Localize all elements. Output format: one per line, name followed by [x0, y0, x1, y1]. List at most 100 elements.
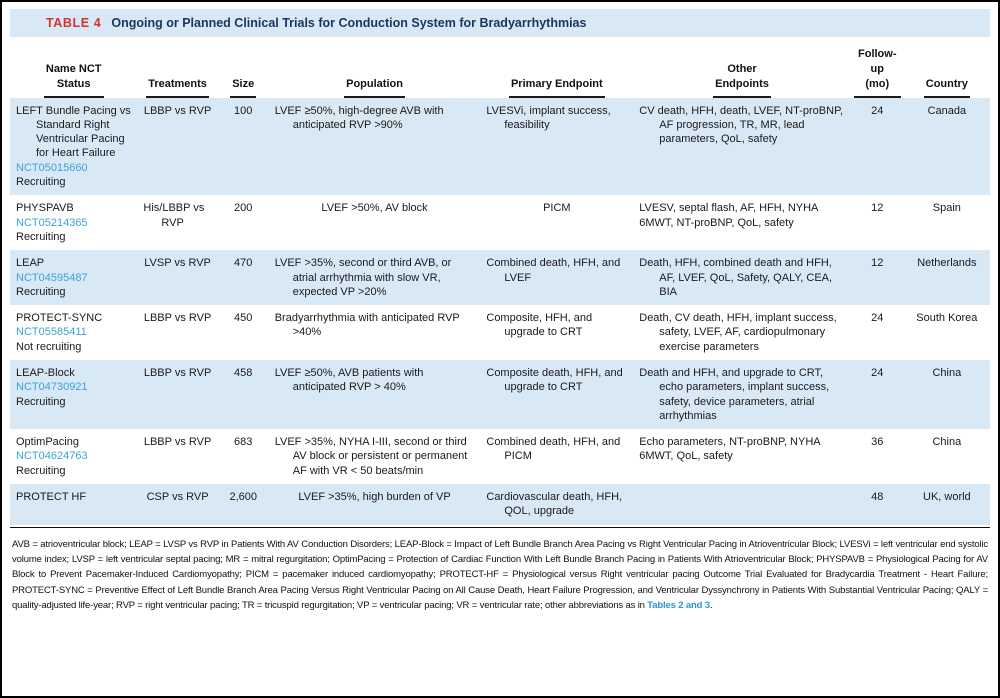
primary-endpoint-cell: Combined death, HFH, and PICM — [486, 436, 621, 463]
trial-name-cell: OptimPacing NCT04624763 Recruiting — [10, 429, 137, 484]
population-cell: LVEF >35%, second or third AVB, or atria… — [274, 257, 452, 298]
table-footnote: AVB = atrioventricular block; LEAP = LVS… — [10, 526, 990, 614]
trial-name: PROTECT HF — [16, 491, 87, 504]
footnote-period: . — [709, 600, 713, 612]
treatments-cell: His/LBBP vs RVP — [143, 202, 205, 229]
population-cell: LVEF ≥50%, high-degree AVB with anticipa… — [274, 104, 444, 131]
trial-status: Recruiting — [16, 464, 66, 477]
table-row: PHYSPAVB NCT05214365 Recruiting His/LBBP… — [10, 195, 990, 250]
col-header-population: Population — [268, 39, 481, 98]
country-cell: China — [932, 436, 962, 449]
size-cell: 458 — [234, 366, 253, 379]
followup-cell: 24 — [871, 104, 884, 117]
size-cell: 470 — [234, 257, 253, 270]
table-row: LEAP NCT04595487 Recruiting LVSP vs RVP … — [10, 250, 990, 306]
population-cell: LVEF >35%, high burden of VP — [298, 491, 451, 504]
size-cell: 2,600 — [229, 491, 257, 504]
other-endpoints-cell: Death, HFH, combined death and HFH, AF, … — [639, 257, 833, 298]
other-endpoints-cell: Death and HFH, and upgrade to CRT, echo … — [639, 366, 830, 422]
col-header-size: Size — [217, 39, 269, 98]
primary-endpoint-cell: LVESVi, implant success, feasibility — [486, 104, 611, 131]
trial-status: Recruiting — [16, 285, 66, 298]
table-title: Ongoing or Planned Clinical Trials for C… — [111, 16, 587, 30]
other-endpoints-cell: Echo parameters, NT-proBNP, NYHA 6MWT, Q… — [639, 436, 821, 463]
population-cell: Bradyarrhythmia with anticipated RVP >40… — [274, 312, 460, 339]
followup-cell: 12 — [871, 202, 884, 215]
col-header-name-nct-status: Name NCT Status — [10, 39, 138, 98]
population-cell: LVEF >50%, AV block — [321, 202, 428, 215]
treatments-cell: LBBP vs RVP — [143, 366, 212, 379]
trial-name: PROTECT-SYNC — [16, 312, 103, 325]
followup-cell: 24 — [871, 366, 884, 379]
col-header-treatments: Treatments — [137, 39, 218, 98]
trial-name-cell: PHYSPAVB NCT05214365 Recruiting — [10, 195, 137, 250]
country-cell: Canada — [927, 104, 967, 117]
table-row: PROTECT-SYNC NCT05585411 Not recruiting … — [10, 305, 990, 360]
table-row: LEAP-Block NCT04730921 Recruiting LBBP v… — [10, 359, 990, 430]
followup-cell: 48 — [871, 491, 884, 504]
nct-link[interactable]: NCT04730921 — [16, 381, 88, 394]
treatments-cell: CSP vs RVP — [146, 491, 209, 504]
trial-name-cell: PROTECT HF — [10, 484, 137, 525]
trial-name: LEAP-Block — [16, 366, 75, 379]
primary-endpoint-cell: Composite, HFH, and upgrade to CRT — [486, 312, 593, 339]
trial-status: Recruiting — [16, 395, 66, 408]
col-header-followup: Follow-up (mo) — [850, 39, 904, 98]
col-header-primary-endpoint: Primary Endpoint — [480, 39, 634, 98]
trial-name-cell: LEAP NCT04595487 Recruiting — [10, 250, 137, 305]
country-cell: South Korea — [916, 312, 978, 325]
nct-link[interactable]: NCT05015660 — [16, 161, 88, 174]
trial-name: LEFT Bundle Pacing vs Standard Right Ven… — [16, 104, 131, 160]
other-endpoints-cell: CV death, HFH, death, LVEF, NT-proBNP, A… — [639, 104, 844, 146]
country-cell: China — [932, 366, 962, 379]
nct-link[interactable]: NCT05585411 — [16, 326, 87, 339]
primary-endpoint-cell: Composite death, HFH, and upgrade to CRT — [486, 366, 623, 394]
size-cell: 683 — [234, 436, 253, 449]
trial-name: OptimPacing — [16, 436, 79, 449]
col-header-other-endpoints: Other Endpoints — [633, 39, 851, 98]
treatments-cell: LBBP vs RVP — [143, 312, 212, 325]
treatments-cell: LVSP vs RVP — [144, 257, 211, 270]
size-cell: 450 — [234, 312, 253, 325]
trial-status: Not recruiting — [16, 340, 82, 353]
country-cell: UK, world — [923, 491, 971, 504]
trial-name-cell: LEAP-Block NCT04730921 Recruiting — [10, 360, 137, 429]
footnote-text: AVB = atrioventricular block; LEAP = LVS… — [12, 538, 988, 612]
table-row: PROTECT HF CSP vs RVP 2,600 LVEF >35%, h… — [10, 484, 990, 525]
treatments-cell: LBBP vs RVP — [143, 436, 212, 449]
trial-name: LEAP — [16, 257, 45, 270]
population-cell: LVEF ≥50%, AVB patients with anticipated… — [274, 366, 424, 394]
followup-cell: 36 — [871, 436, 884, 449]
table-row: LEFT Bundle Pacing vs Standard Right Ven… — [10, 97, 990, 196]
population-cell: LVEF >35%, NYHA I-III, second or third A… — [274, 436, 468, 477]
primary-endpoint-cell: PICM — [543, 202, 571, 215]
table-title-bar: TABLE 4 Ongoing or Planned Clinical Tria… — [10, 9, 990, 37]
other-endpoints-cell: Death, CV death, HFH, implant success, s… — [639, 312, 837, 353]
size-cell: 200 — [234, 202, 253, 215]
followup-cell: 24 — [871, 312, 884, 325]
tables-2-and-3-link[interactable]: Tables 2 and 3 — [647, 600, 710, 612]
header-row: Name NCT Status Treatments Size Populatio… — [10, 39, 990, 98]
trial-status: Recruiting — [16, 176, 66, 189]
trial-name-cell: LEFT Bundle Pacing vs Standard Right Ven… — [10, 98, 137, 196]
trial-name: PHYSPAVB — [16, 202, 74, 215]
followup-cell: 12 — [871, 257, 884, 270]
nct-link[interactable]: NCT04595487 — [16, 271, 88, 284]
nct-link[interactable]: NCT05214365 — [16, 216, 88, 229]
primary-endpoint-cell: Cardiovascular death, HFH, QOL, upgrade — [486, 491, 623, 518]
trial-status: Recruiting — [16, 230, 66, 243]
table-row: OptimPacing NCT04624763 Recruiting LBBP … — [10, 429, 990, 484]
country-cell: Netherlands — [917, 257, 977, 270]
col-header-country: Country — [903, 39, 990, 98]
other-endpoints-cell: LVESV, septal flash, AF, HFH, NYHA 6MWT,… — [639, 202, 819, 229]
table-number-label: TABLE 4 — [46, 16, 102, 30]
primary-endpoint-cell: Combined death, HFH, and LVEF — [486, 257, 621, 284]
clinical-trials-table: Name NCT Status Treatments Size Populatio… — [10, 39, 990, 525]
size-cell: 100 — [234, 104, 253, 117]
country-cell: Spain — [932, 202, 961, 215]
trial-name-cell: PROTECT-SYNC NCT05585411 Not recruiting — [10, 305, 137, 360]
treatments-cell: LBBP vs RVP — [143, 104, 212, 117]
other-endpoints-cell — [633, 484, 851, 525]
nct-link[interactable]: NCT04624763 — [16, 450, 88, 463]
